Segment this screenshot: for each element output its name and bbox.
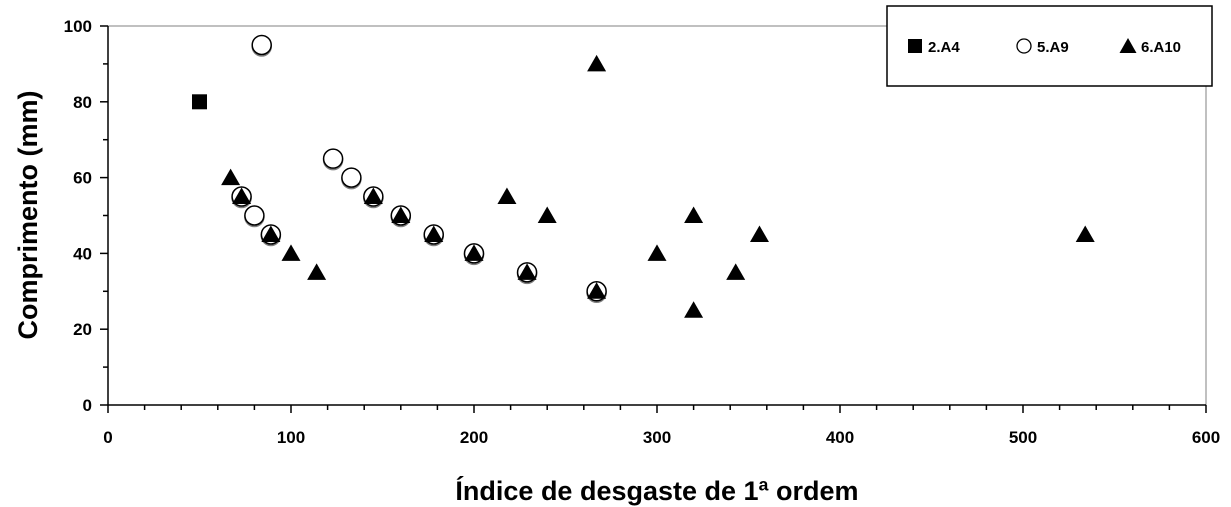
series-5-a9 — [231, 34, 607, 304]
legend-marker-triangle — [1119, 38, 1137, 53]
x-tick-label: 600 — [1192, 428, 1220, 447]
data-point-6-a10 — [537, 206, 557, 223]
data-point-5-a9 — [322, 148, 344, 171]
data-point-5-a9-ring — [341, 167, 362, 188]
y-axis-title: Comprimento (mm) — [13, 91, 43, 340]
y-tick-label: 0 — [83, 396, 92, 415]
x-tick-label: 500 — [1009, 428, 1037, 447]
data-point-6-a10 — [749, 225, 769, 242]
legend-label: 6.A10 — [1141, 39, 1181, 56]
data-point-6-a10 — [587, 54, 607, 72]
data-point-6-a10 — [497, 187, 517, 205]
data-point-2-a4 — [192, 94, 207, 110]
data-point-5-a9-ring — [244, 205, 265, 226]
data-point-6-a10 — [261, 225, 281, 242]
y-tick-label: 100 — [64, 17, 92, 36]
data-point-6-a10 — [684, 301, 704, 318]
data-point-6-a10 — [391, 206, 411, 223]
data-point-6-a10 — [221, 168, 241, 186]
data-point-6-a10 — [726, 263, 746, 280]
data-point-6-a10 — [363, 187, 383, 205]
x-tick-label: 300 — [643, 428, 671, 447]
data-point-6-a10 — [307, 263, 327, 280]
legend-label: 5.A9 — [1037, 39, 1069, 56]
legend-box — [886, 5, 1213, 87]
legend-marker-circle — [1016, 38, 1032, 54]
data-point-6-a10 — [647, 244, 667, 261]
data-point-6-a10 — [464, 244, 484, 261]
data-point-5-a9 — [244, 205, 265, 228]
y-tick-label: 60 — [73, 169, 92, 188]
y-tick-label: 20 — [73, 320, 92, 339]
data-point-6-a10 — [424, 225, 444, 242]
data-point-6-a10 — [232, 187, 252, 205]
data-point-5-a9 — [341, 167, 362, 190]
data-point-6-a10 — [684, 206, 704, 223]
x-tick-label: 400 — [826, 428, 854, 447]
series-2-a4 — [192, 94, 207, 110]
legend-item: 2.A4 — [908, 39, 960, 56]
legend-item: 6.A10 — [1119, 38, 1181, 56]
data-point-6-a10 — [587, 282, 607, 299]
x-tick-label: 200 — [460, 428, 488, 447]
y-tick-label: 80 — [73, 93, 92, 112]
legend-item: 5.A9 — [1016, 38, 1069, 56]
series-6-a10 — [221, 54, 1095, 318]
legend-label: 2.A4 — [928, 39, 960, 56]
data-point-6-a10 — [517, 263, 537, 280]
axes: 0 20 40 60 80 100 0 100 200 300 400 500 600 — [64, 17, 1221, 447]
legend-marker-square — [908, 39, 922, 53]
y-tick-label: 40 — [73, 244, 92, 263]
data-point-6-a10 — [1075, 225, 1095, 242]
x-tick-label: 100 — [277, 428, 305, 447]
data-point-5-a9-ring — [322, 148, 344, 169]
data-point-5-a9 — [251, 34, 272, 57]
x-axis-title: Índice de desgaste de 1ª ordem — [455, 475, 858, 506]
data-point-6-a10 — [281, 244, 301, 261]
data-point-5-a9-ring — [251, 34, 272, 56]
x-tick-label: 0 — [103, 428, 112, 447]
legend: 2.A4 5.A9 6.A10 — [886, 5, 1213, 87]
series-layer — [192, 34, 1095, 318]
